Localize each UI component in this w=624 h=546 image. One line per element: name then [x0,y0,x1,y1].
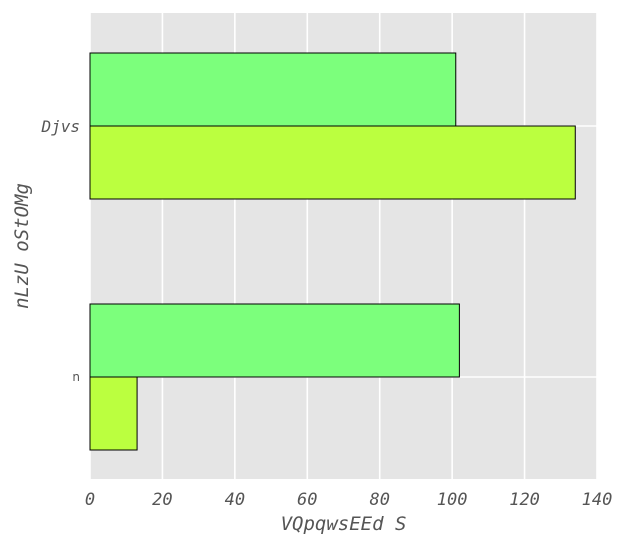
y-tick-label: n [72,370,80,384]
y-tick-labels: Djvs n [40,117,80,384]
x-tick-label: 20 [152,490,172,510]
bars [89,52,576,451]
x-tick-label: 120 [509,490,540,510]
x-tick-label: 80 [369,490,389,510]
bar-series-2-djvs [89,125,576,200]
x-axis-label: VQpqwsEEd S [281,513,407,535]
x-tick-label: 60 [297,490,317,510]
bar-series-2-n [89,376,138,451]
x-tick-label: 0 [85,490,95,510]
bar-series-1-n [89,303,460,378]
x-tick-label: 140 [582,490,613,510]
x-tick-label: 40 [225,490,245,510]
y-tick-label: Djvs [40,117,80,136]
bar-series-1-djvs [89,52,457,127]
x-tick-labels: 0 20 40 60 80 100 120 140 [85,490,612,510]
y-axis-label: nLzU oStOMg [11,183,33,309]
x-tick-label: 100 [437,490,468,510]
